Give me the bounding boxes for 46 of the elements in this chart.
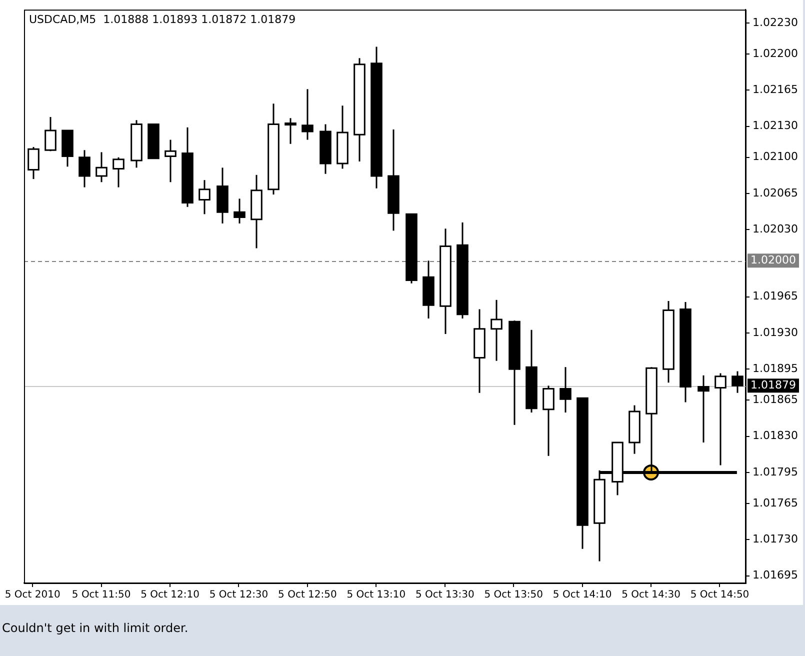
x-tick-label: 5 Oct 12:50	[278, 590, 337, 601]
ref-line-label: 1.02000	[750, 254, 796, 267]
chart-title: USDCAD,M5 1.01888 1.01893 1.01872 1.01879	[29, 12, 296, 26]
candlestick	[78, 149, 90, 188]
candlestick	[490, 299, 502, 362]
candlestick	[28, 146, 40, 180]
candlestick	[284, 117, 296, 145]
x-tick-label: 5 Oct 14:50	[690, 590, 750, 601]
y-tick-label: 1.01965	[752, 290, 798, 303]
candlestick	[714, 372, 726, 466]
y-tick-label: 1.02100	[752, 150, 798, 164]
x-tick-label: 5 Oct 14:10	[552, 590, 612, 601]
x-tick-label: 5 Oct 12:10	[140, 590, 200, 601]
y-tick-label: 1.01765	[752, 496, 798, 510]
candlestick	[560, 366, 572, 414]
candlestick	[164, 139, 176, 183]
y-tick-label: 1.02030	[752, 222, 798, 236]
y-tick-label: 1.01695	[752, 568, 798, 582]
candlestick	[112, 156, 124, 188]
y-tick-label: 1.02230	[752, 16, 798, 29]
candlestick	[198, 179, 210, 215]
candlestick	[542, 384, 554, 457]
y-tick-label: 1.01730	[752, 532, 798, 546]
ref-line-label: 1.01879	[750, 378, 796, 392]
x-tick-label: 5 Oct 2010	[4, 590, 60, 601]
y-tick-label: 1.02200	[752, 46, 798, 60]
y-tick-label: 1.02065	[752, 186, 798, 200]
y-tick-label: 1.01930	[752, 326, 798, 339]
y-tick-label: 1.01830	[752, 429, 798, 442]
candlestick	[96, 151, 108, 183]
candlestick	[698, 374, 710, 444]
y-tick-label: 1.01865	[752, 392, 798, 406]
y-tick-label: 1.02130	[752, 119, 798, 132]
x-tick-label: 5 Oct 13:10	[346, 590, 406, 601]
y-tick-label: 1.02165	[752, 83, 798, 96]
x-tick-label: 5 Oct 14:30	[622, 590, 680, 601]
candlestick	[44, 116, 56, 152]
x-tick-label: 5 Oct 12:30	[209, 590, 268, 601]
candlestick	[302, 88, 314, 141]
x-tick-label: 5 Oct 13:30	[415, 590, 474, 601]
text: Couldn't get in with limit order.	[2, 621, 190, 635]
candlestick	[234, 198, 246, 224]
y-tick-label: 1.01795	[752, 465, 798, 478]
x-tick-label: 5 Oct 11:50	[72, 590, 131, 601]
y-tick-label: 1.01895	[752, 362, 798, 375]
x-tick-label: 5 Oct 13:50	[484, 590, 544, 601]
